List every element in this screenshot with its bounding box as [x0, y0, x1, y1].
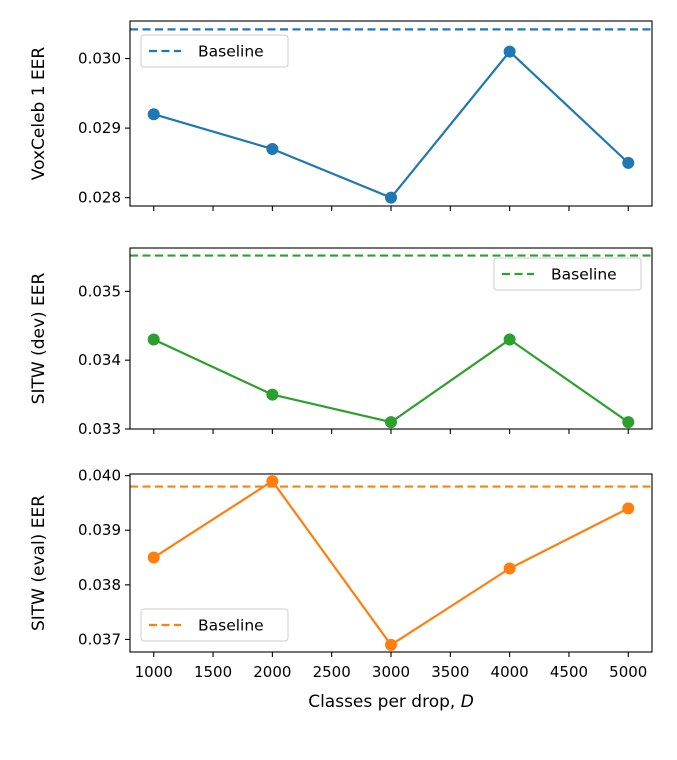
y-tick-label: 0.038: [78, 576, 121, 594]
data-point: [147, 108, 160, 121]
x-axis-label: Classes per drop, D: [308, 692, 474, 712]
legend: Baseline: [140, 34, 289, 68]
legend: Baseline: [140, 608, 289, 642]
legend-box: [140, 608, 289, 642]
data-point: [266, 388, 279, 401]
y-tick-label: 0.040: [78, 467, 121, 485]
y-tick-label: 0.039: [78, 521, 121, 539]
legend: Baseline: [493, 257, 642, 291]
x-tick-label: 4000: [491, 663, 529, 681]
y-axis-label: SITW (eval) EER: [29, 495, 49, 631]
y-tick-label: 0.028: [78, 189, 121, 207]
data-point: [622, 416, 635, 429]
legend-label: Baseline: [551, 266, 617, 284]
y-axis-label: SITW (dev) EER: [29, 272, 49, 404]
y-tick-label: 0.035: [78, 282, 121, 300]
x-tick-label: 5000: [609, 663, 647, 681]
x-tick-label: 4500: [550, 663, 588, 681]
legend-box: [140, 34, 289, 68]
x-tick-label: 2500: [313, 663, 351, 681]
data-point: [147, 551, 160, 564]
x-tick-label: 1500: [194, 663, 232, 681]
data-point: [622, 502, 635, 515]
chart-panel-3: 0.037 0.038 0.039 0.040 1000 1500 2000 2500 3000…: [29, 467, 653, 712]
data-point: [385, 191, 397, 204]
data-point: [385, 416, 397, 429]
legend-label: Baseline: [198, 43, 264, 61]
x-tick-label: 2000: [253, 663, 291, 681]
x-tick-label: 3500: [431, 663, 469, 681]
legend-label: Baseline: [198, 617, 264, 635]
legend-box: [493, 257, 642, 291]
y-tick-label: 0.029: [78, 119, 121, 137]
chart-panel-1: 0.028 0.029 0.030 VoxCeleb 1 EER Baseline: [29, 20, 653, 211]
data-point: [622, 156, 635, 169]
data-point: [385, 638, 397, 651]
data-point: [503, 45, 516, 58]
data-point: [147, 333, 160, 346]
y-tick-label: 0.030: [78, 50, 121, 68]
data-point: [503, 562, 516, 575]
y-tick-label: 0.034: [78, 351, 121, 369]
y-tick-label: 0.033: [78, 420, 121, 438]
y-axis-label: VoxCeleb 1 EER: [29, 47, 49, 181]
series-line: [153, 50, 630, 199]
data-point: [503, 333, 516, 346]
chart-panel-2: 0.033 0.034 0.035 SITW (dev) EER Baseline: [29, 247, 653, 438]
data-point: [266, 475, 279, 488]
series-line: [153, 338, 629, 424]
data-point: [266, 142, 279, 155]
x-tick-label: 3000: [372, 663, 410, 681]
y-tick-label: 0.037: [78, 630, 121, 648]
x-tick-label: 1000: [135, 663, 173, 681]
